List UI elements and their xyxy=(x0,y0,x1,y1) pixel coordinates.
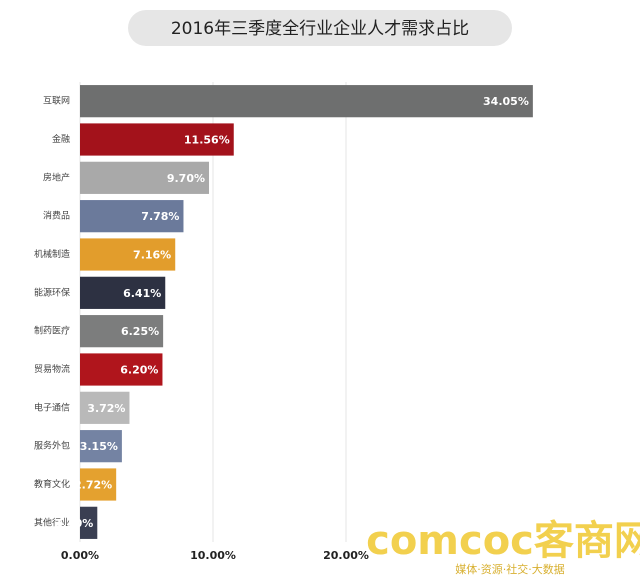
value-label: 6.25% xyxy=(121,325,159,338)
value-label: 6.20% xyxy=(120,364,158,377)
y-tick-label: 教育文化 xyxy=(34,478,70,490)
watermark-brand: comcoc客商网 xyxy=(366,518,640,564)
y-tick-label: 金融 xyxy=(52,133,70,145)
bar xyxy=(80,123,234,156)
bar xyxy=(80,430,122,463)
chart-title: 2016年三季度全行业企业人才需求占比 xyxy=(171,19,469,39)
bar xyxy=(80,391,130,424)
x-tick-label: 10.00% xyxy=(190,549,236,562)
value-label: 1.30% xyxy=(55,517,93,530)
x-tick-label: 20.00% xyxy=(323,549,369,562)
bar xyxy=(80,353,163,386)
y-tick-label: 电子通信 xyxy=(34,401,70,413)
y-tick-label: 贸易物流 xyxy=(34,363,70,375)
y-tick-label: 其他行业 xyxy=(34,516,70,528)
title-pill xyxy=(128,10,512,46)
bar xyxy=(80,161,210,194)
value-label: 3.15% xyxy=(80,440,118,453)
bar xyxy=(80,315,164,348)
value-label: 7.16% xyxy=(133,249,171,262)
x-tick-label: 0.00% xyxy=(61,549,99,562)
watermark-slogan: 媒体·资源·社交·大数据 xyxy=(455,562,565,576)
bar xyxy=(80,276,166,309)
y-tick-label: 机械制造 xyxy=(34,248,70,260)
y-tick-label: 能源环保 xyxy=(34,286,70,298)
plot: 0.00% 10.00% 20.00% 互联网 34.05% 金融 11.56% 房地产 9.7… xyxy=(34,82,533,562)
bar xyxy=(80,468,117,501)
value-label: 3.72% xyxy=(87,402,125,415)
y-tick-label: 服务外包 xyxy=(34,440,70,452)
y-tick-label: 制药医疗 xyxy=(34,325,70,337)
bar xyxy=(80,506,98,539)
bar xyxy=(80,85,533,118)
y-tick-label: 消费品 xyxy=(43,210,70,222)
value-label: 11.56% xyxy=(184,134,230,147)
value-label: 2.72% xyxy=(74,479,112,492)
value-label: 6.41% xyxy=(123,287,161,300)
value-label: 7.78% xyxy=(141,210,179,223)
bar xyxy=(80,238,176,271)
y-tick-label: 房地产 xyxy=(43,171,70,183)
y-tick-label: 互联网 xyxy=(43,96,70,107)
bar xyxy=(80,200,184,233)
value-label: 9.70% xyxy=(167,172,205,185)
value-label: 34.05% xyxy=(483,95,529,108)
